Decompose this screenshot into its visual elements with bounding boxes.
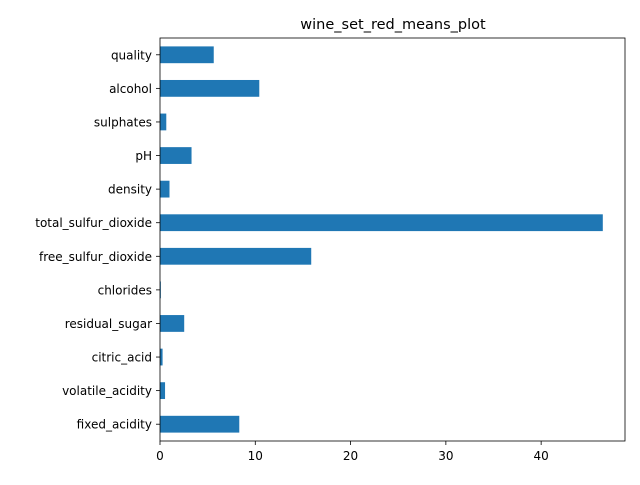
x-tick-label: 0 [156, 449, 164, 463]
y-tick-label: pH [135, 149, 152, 163]
bar-citric_acid [160, 348, 163, 366]
bar-sulphates [160, 113, 167, 131]
axes-layer [159, 37, 626, 442]
bar-fixed_acidity [160, 415, 240, 433]
bar-quality [160, 46, 214, 64]
ticks-layer: fixed_acidity volatile_acidity citric_acid… [35, 48, 549, 463]
y-tick-label: volatile_acidity [62, 384, 152, 398]
y-tick-label: fixed_acidity [77, 418, 152, 432]
bar-residual_sugar [160, 315, 185, 332]
chart-title: wine_set_red_means_plot [300, 17, 486, 33]
bar-alcohol [160, 79, 260, 97]
bars-layer [160, 46, 603, 433]
y-tick-label: density [108, 183, 152, 197]
y-tick-label: free_sulfur_dioxide [39, 250, 152, 264]
y-tick-label: quality [111, 48, 152, 62]
bar-chlorides [160, 281, 161, 299]
bar-total_sulfur_dioxide [160, 214, 603, 232]
x-tick-label: 10 [248, 449, 263, 463]
bar-pH [160, 147, 192, 164]
y-tick-label: sulphates [94, 115, 152, 129]
y-tick-label: residual_sugar [65, 317, 152, 331]
x-tick-label: 40 [534, 449, 549, 463]
x-tick-label: 30 [438, 449, 453, 463]
bar-free_sulfur_dioxide [160, 247, 312, 265]
y-tick-label: citric_acid [92, 351, 152, 365]
bar-density [160, 180, 170, 198]
plot-frame [159, 37, 626, 442]
x-tick-label: 20 [343, 449, 358, 463]
y-tick-label: total_sulfur_dioxide [35, 216, 152, 230]
bar-volatile_acidity [160, 382, 166, 400]
y-tick-label: alcohol [109, 82, 152, 96]
y-tick-label: chlorides [98, 283, 152, 297]
